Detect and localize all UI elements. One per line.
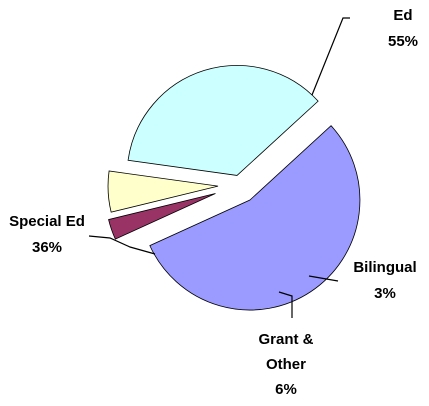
pie-slice-special-ed [127, 65, 319, 176]
leader-line [311, 17, 350, 96]
slice-label-line: 36% [32, 239, 62, 256]
slice-label-line: Grant & [258, 331, 313, 348]
pie-slice-grant-other [107, 170, 219, 213]
pie-slice-bilingual [108, 193, 216, 240]
slice-label-line: Ed [393, 7, 412, 24]
slice-label-line: Special Ed [9, 213, 85, 230]
slice-label: Grant & Other 6% [258, 331, 313, 398]
pie-slice-ed [149, 125, 361, 311]
slice-label: Special Ed 36% [9, 213, 85, 256]
slice-label-line: 6% [275, 381, 297, 398]
slice-label-line: Bilingual [353, 259, 416, 276]
slice-label-line: Other [266, 356, 306, 373]
slice-label: Bilingual 3% [353, 259, 416, 302]
pie-slices [107, 65, 361, 311]
leader-line [88, 235, 156, 255]
leader-lines [88, 17, 350, 318]
leader-line [278, 291, 293, 318]
leader-line [308, 275, 339, 282]
slice-label-line: 3% [374, 285, 396, 302]
slice-label: Ed 55% [388, 7, 418, 50]
slice-labels: Ed 55% Bilingual 3% Grant & Other 6% Special Ed… [9, 7, 418, 398]
slice-label-line: 55% [388, 33, 418, 50]
